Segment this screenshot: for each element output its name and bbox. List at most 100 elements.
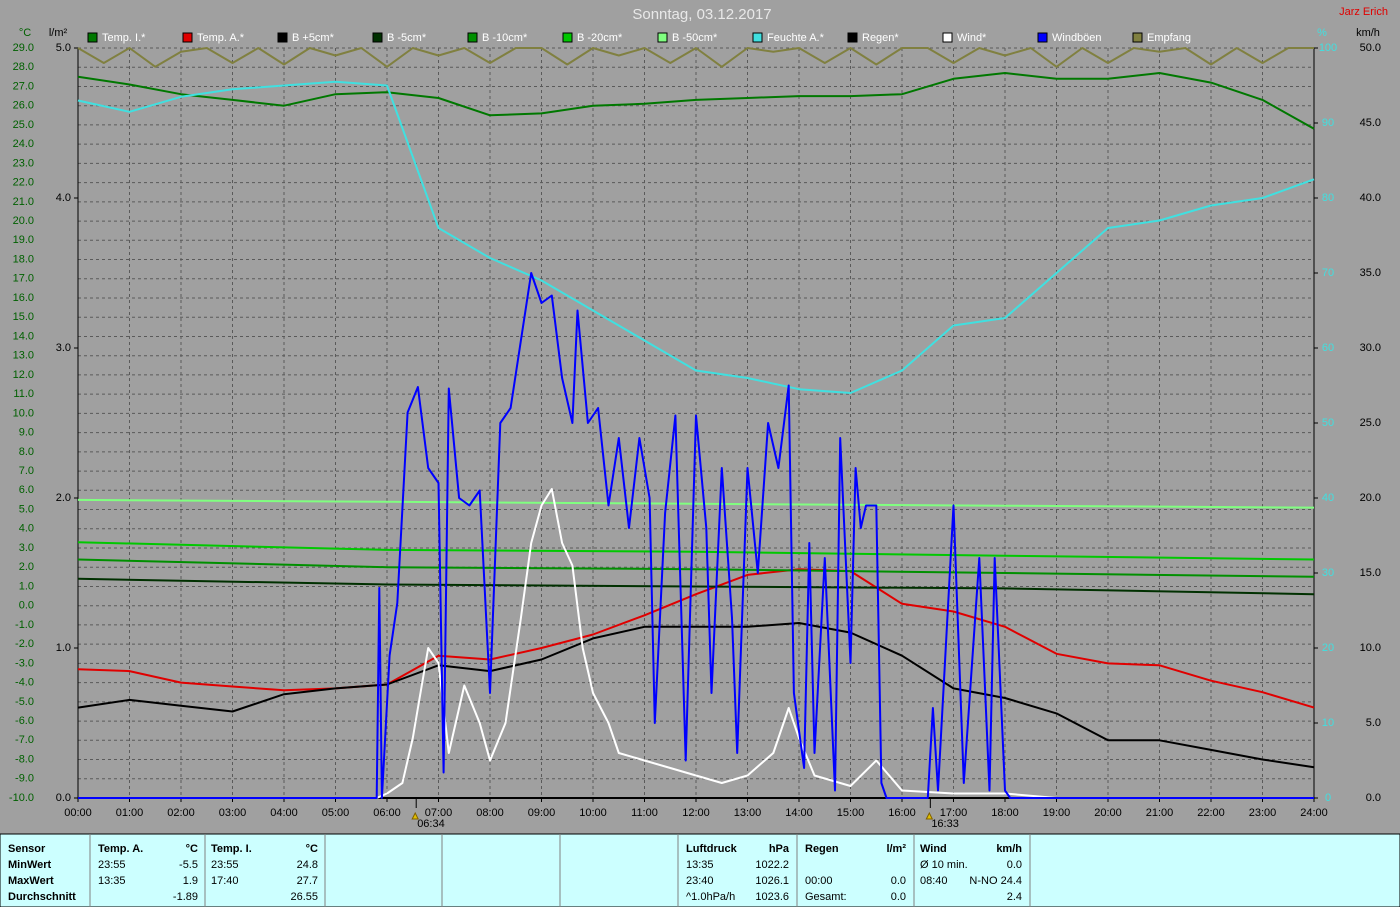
table-cell: ^1.0hPa/h <box>686 891 735 903</box>
x-tick-label: 08:00 <box>476 807 504 819</box>
x-tick-label: 24:00 <box>1300 807 1328 819</box>
x-tick-label: 14:00 <box>785 807 813 819</box>
y3-tick-label: 10 <box>1322 717 1334 729</box>
table-cell: Gesamt: <box>805 891 847 903</box>
x-tick-label: 06:00 <box>373 807 401 819</box>
y-tick-label: -4.0 <box>15 677 34 689</box>
legend-label: Regen* <box>862 32 899 44</box>
y-tick-label: -9.0 <box>15 773 34 785</box>
x-tick-label: 16:00 <box>888 807 916 819</box>
x-tick-label: 22:00 <box>1197 807 1225 819</box>
y-tick-label: 8.0 <box>19 446 34 458</box>
series-line <box>78 488 1314 799</box>
annotation-text: 06:34 <box>417 818 445 830</box>
series-line <box>77 80 1315 394</box>
legend-label: B -20cm* <box>577 32 623 44</box>
table-cell: N-NO 24.4 <box>969 875 1022 887</box>
y-tick-label: -10.0 <box>9 792 34 804</box>
x-tick-label: 18:00 <box>991 807 1019 819</box>
table-cell: 1023.6 <box>755 891 789 903</box>
y4-tick-label: 35.0 <box>1360 267 1381 279</box>
x-tick-label: 12:00 <box>682 807 710 819</box>
y3-tick-label: 80 <box>1322 192 1334 204</box>
y-tick-label: -1.0 <box>15 619 34 631</box>
table-cell: 08:40 <box>920 875 948 887</box>
table-cell: 00:00 <box>805 875 833 887</box>
legend-swatch <box>1132 32 1143 43</box>
table-cell: l/m² <box>886 843 906 855</box>
legend-swatch <box>87 32 98 43</box>
y2-tick-label: 4.0 <box>56 192 71 204</box>
table-cell: 26.55 <box>290 891 318 903</box>
series-line <box>77 47 1314 68</box>
table-cell: 0.0 <box>891 875 906 887</box>
stats-separators <box>89 834 1031 907</box>
table-cell: 23:55 <box>98 859 126 871</box>
y-tick-label: 20.0 <box>13 215 34 227</box>
y3-tick-label: 30 <box>1322 567 1334 579</box>
y2-tick-label: 1.0 <box>56 642 71 654</box>
table-cell: -5.5 <box>179 859 198 871</box>
y4-tick-label: 30.0 <box>1360 342 1381 354</box>
y-tick-label: -6.0 <box>15 715 34 727</box>
x-tick-label: 03:00 <box>219 807 247 819</box>
y-tick-label: 3.0 <box>19 542 34 554</box>
y-tick-label: 15.0 <box>13 311 34 323</box>
y2-axis-unit: l/m² <box>49 27 68 39</box>
y-tick-label: 18.0 <box>13 253 34 265</box>
table-cell: 13:35 <box>98 875 126 887</box>
y4-tick-label: 45.0 <box>1360 117 1381 129</box>
y3-tick-label: 60 <box>1322 342 1334 354</box>
table-cell: 23:40 <box>686 875 714 887</box>
series-line <box>77 577 1315 596</box>
y4-tick-label: 40.0 <box>1360 192 1381 204</box>
x-tick-label: 20:00 <box>1094 807 1122 819</box>
legend-swatch <box>467 32 478 43</box>
sun-icon <box>411 811 420 820</box>
y4-tick-label: 15.0 <box>1360 567 1381 579</box>
table-cell: 0.0 <box>891 891 906 903</box>
table-cell: hPa <box>769 843 790 855</box>
x-tick-label: 23:00 <box>1249 807 1277 819</box>
stats-table: Sensor Temp. A. °C Temp. I. °C Luftdruck hPa Re… <box>8 843 1022 903</box>
legend-label: B -5cm* <box>387 32 427 44</box>
y-tick-label: 24.0 <box>13 138 34 150</box>
legend-swatch <box>752 32 763 43</box>
table-cell: 2.4 <box>1007 891 1022 903</box>
x-tick-label: 17:00 <box>940 807 968 819</box>
series-line <box>77 72 1315 130</box>
y-tick-label: -2.0 <box>15 638 34 650</box>
x-tick-label: 11:00 <box>631 807 658 819</box>
y-tick-label: 23.0 <box>13 157 34 169</box>
table-cell: 1026.1 <box>755 875 789 887</box>
y-tick-label: -8.0 <box>15 753 34 765</box>
legend-label: Empfang <box>1147 32 1191 44</box>
y-tick-label: -3.0 <box>15 657 34 669</box>
y4-tick-label: 50.0 <box>1360 42 1381 54</box>
table-cell: 27.7 <box>297 875 318 887</box>
y4-tick-label: 25.0 <box>1360 417 1381 429</box>
y-tick-label: 22.0 <box>13 177 34 189</box>
y-tick-label: 27.0 <box>13 80 34 92</box>
x-tick-label: 04:00 <box>270 807 298 819</box>
table-cell: 1.9 <box>183 875 198 887</box>
y3-tick-label: 50 <box>1322 417 1334 429</box>
y2-tick-label: 2.0 <box>56 492 71 504</box>
series-line <box>77 568 1315 709</box>
y-tick-label: -5.0 <box>15 696 34 708</box>
y-axis-unit: °C <box>19 27 31 39</box>
table-cell: 13:35 <box>686 859 714 871</box>
y-tick-label: 0.0 <box>19 600 34 612</box>
table-cell: Luftdruck <box>686 843 738 855</box>
y-tick-label: 25.0 <box>13 119 34 131</box>
legend-label: B +5cm* <box>292 32 335 44</box>
table-label: MaxWert <box>8 875 54 887</box>
y4-tick-label: 5.0 <box>1366 717 1381 729</box>
author: Jarz Erich <box>1339 6 1388 18</box>
y-tick-label: 5.0 <box>19 503 34 515</box>
y3-tick-label: 20 <box>1322 642 1334 654</box>
y-tick-label: 28.0 <box>13 61 34 73</box>
y4-axis-unit: km/h <box>1356 27 1380 39</box>
y-tick-label: 16.0 <box>13 292 34 304</box>
